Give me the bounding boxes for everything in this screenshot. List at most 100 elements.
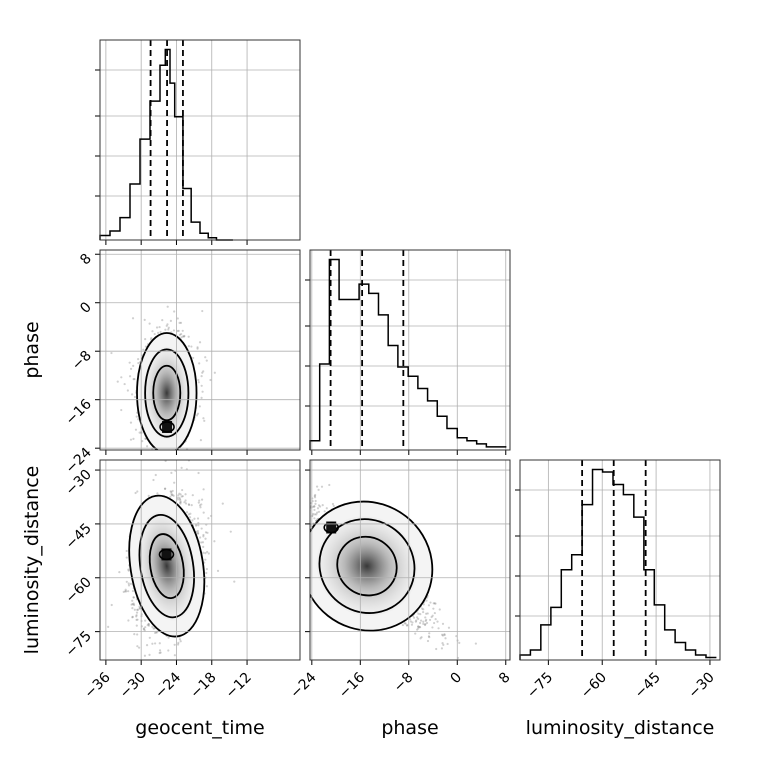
scatter-point — [142, 348, 145, 351]
scatter-point — [404, 622, 407, 625]
scatter-point — [204, 537, 207, 540]
scatter-point — [304, 536, 306, 538]
x-tick-label: −45 — [632, 670, 664, 702]
scatter-point — [172, 329, 176, 332]
scatter-point — [209, 378, 212, 382]
scatter-point — [306, 509, 308, 511]
scatter-point — [155, 326, 159, 329]
scatter-point — [183, 501, 186, 504]
scatter-point — [147, 494, 150, 497]
scatter-point — [302, 497, 304, 499]
scatter-point — [136, 608, 140, 611]
panel-2d-phase-vs-geocent_time — [110, 305, 216, 466]
scatter-point — [177, 641, 180, 644]
scatter-point — [162, 464, 164, 466]
scatter-point — [178, 638, 182, 641]
scatter-point — [132, 596, 135, 599]
scatter-point — [179, 321, 183, 324]
scatter-point — [198, 362, 201, 365]
scatter-point — [320, 485, 324, 488]
scatter-point — [120, 376, 123, 379]
scatter-point — [200, 384, 203, 387]
scatter-point — [132, 602, 135, 605]
scatter-point — [170, 493, 173, 497]
scatter-point — [205, 359, 208, 362]
scatter-point — [306, 553, 308, 555]
scatter-point — [414, 632, 417, 635]
scatter-point — [433, 611, 436, 615]
scatter-point — [200, 498, 204, 501]
scatter-point — [198, 504, 202, 507]
scatter-point — [204, 552, 207, 555]
scatter-point — [427, 604, 431, 607]
scatter-point — [145, 643, 149, 647]
scatter-point — [173, 481, 176, 484]
scatter-point — [173, 643, 176, 646]
scatter-point — [275, 473, 277, 475]
scatter-point — [421, 607, 424, 610]
scatter-point — [313, 496, 317, 499]
scatter-point — [179, 640, 182, 643]
scatter-point — [154, 631, 157, 635]
scatter-point — [107, 625, 110, 628]
scatter-point — [137, 418, 140, 421]
scatter-point — [146, 445, 149, 448]
scatter-point — [216, 569, 220, 572]
scatter-point — [110, 603, 113, 607]
scatter-point — [187, 345, 190, 348]
scatter-point — [202, 535, 205, 538]
scatter-point — [148, 322, 151, 325]
scatter-point — [166, 323, 169, 326]
scatter-point — [179, 499, 182, 502]
scatter-point — [120, 408, 123, 412]
scatter-point — [428, 632, 431, 635]
scatter-point — [127, 582, 130, 585]
scatter-point — [316, 507, 320, 510]
scatter-point — [134, 491, 137, 495]
scatter-point — [434, 618, 437, 621]
scatter-point — [141, 440, 144, 443]
scatter-point — [137, 358, 140, 361]
scatter-point — [173, 451, 175, 453]
scatter-point — [144, 453, 146, 455]
scatter-point — [131, 616, 134, 619]
scatter-point — [133, 608, 136, 611]
scatter-point — [295, 511, 297, 513]
scatter-point — [424, 623, 427, 626]
scatter-point — [133, 633, 136, 636]
scatter-point — [432, 602, 435, 605]
scatter-point — [128, 375, 132, 378]
scatter-point — [142, 628, 145, 631]
contour-line — [152, 364, 182, 422]
scatter-point — [156, 492, 159, 495]
scatter-point — [194, 524, 198, 527]
scatter-point — [179, 500, 182, 504]
scatter-point — [197, 524, 200, 527]
panel-frame-phase-vs-geocent_time — [99, 249, 301, 451]
scatter-point — [441, 633, 444, 636]
scatter-point — [304, 524, 306, 526]
scatter-point — [153, 642, 157, 645]
scatter-point — [185, 511, 189, 514]
scatter-point — [187, 456, 189, 458]
contour-line — [144, 348, 190, 438]
scatter-point — [307, 484, 309, 486]
scatter-point — [307, 512, 309, 514]
scatter-point — [410, 623, 414, 626]
scatter-point — [206, 550, 209, 554]
y-tick-label: −60 — [63, 574, 95, 606]
scatter-point — [332, 504, 335, 508]
y-tick-label: −8 — [69, 348, 95, 374]
scatter-point — [200, 375, 203, 378]
scatter-point — [127, 568, 130, 571]
scatter-point — [144, 619, 147, 622]
y-tick-label: −75 — [63, 628, 95, 660]
scatter-point — [411, 621, 414, 624]
scatter-point — [202, 545, 205, 548]
scatter-point — [179, 454, 181, 456]
contour-line — [148, 533, 185, 600]
scatter-point — [196, 412, 200, 415]
scatter-point — [405, 624, 409, 627]
scatter-point — [135, 415, 138, 418]
